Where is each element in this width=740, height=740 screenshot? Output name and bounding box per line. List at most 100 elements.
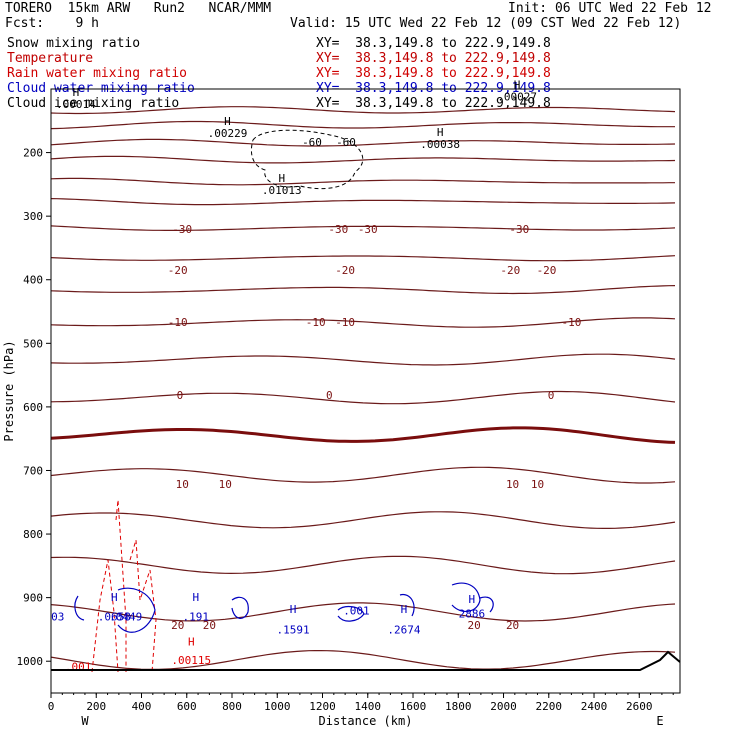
cloud-water-label: .001 xyxy=(343,604,370,617)
isotherm-line xyxy=(50,650,676,671)
ice-max-symbol: H xyxy=(437,126,444,139)
legend-snow: Snow mixing ratio xyxy=(7,36,141,51)
isotherm-line xyxy=(50,285,676,295)
isotherm-line xyxy=(50,602,676,622)
legend-rain-xy: XY= 38.3,149.8 to 222.9,149.8 xyxy=(316,66,551,81)
isotherm-label: -10 xyxy=(335,316,355,329)
end-label-east: E xyxy=(656,714,663,728)
cloud-water-label: 03 xyxy=(51,611,64,624)
rain-contour xyxy=(91,559,119,673)
x-tick-label: 1600 xyxy=(400,700,427,713)
x-tick-label: 1800 xyxy=(445,700,472,713)
isotherm-label: -10 xyxy=(561,316,581,329)
isotherm-label: -20 xyxy=(168,264,188,277)
header-model: TORERO 15km ARW Run2 NCAR/MMM xyxy=(5,1,272,16)
cloud-water-contour xyxy=(479,596,494,613)
isotherm-line xyxy=(50,426,676,444)
ice-contour-label: -60 xyxy=(302,136,322,149)
isotherm-line xyxy=(50,353,676,366)
isotherm-label: 10 xyxy=(176,478,189,491)
legend-temperature-xy: XY= 38.3,149.8 to 222.9,149.8 xyxy=(316,51,551,66)
cloud-water-label: .0658 xyxy=(98,611,131,624)
ice-max-label: .00027 xyxy=(497,91,537,104)
isotherm-label: 20 xyxy=(467,619,480,632)
isotherm-line xyxy=(50,120,675,130)
isotherm-line xyxy=(50,106,676,115)
isotherm-label: 20 xyxy=(171,619,184,632)
isotherm-line xyxy=(50,511,676,529)
ice-max-label: .00014 xyxy=(56,98,96,111)
isotherm-label: -20 xyxy=(537,264,557,277)
cloud-water-label: .191 xyxy=(183,611,210,624)
y-tick-label: 300 xyxy=(23,210,43,223)
x-tick-label: 600 xyxy=(177,700,197,713)
rain-contour xyxy=(129,539,157,673)
cloud-water-label: 2886 xyxy=(459,608,486,621)
x-tick-label: 0 xyxy=(48,700,55,713)
isotherm-label: -10 xyxy=(168,316,188,329)
isotherm-label: -20 xyxy=(500,264,520,277)
cloud-water-contour xyxy=(337,605,365,622)
cloud-water-max-symbol: H xyxy=(192,591,199,604)
cloud-water-max-symbol: H xyxy=(290,603,297,616)
header-fcst: Fcst: 9 h xyxy=(5,16,99,31)
cloud-water-max-symbol: H xyxy=(469,593,476,606)
isotherm-line xyxy=(50,317,676,328)
cloud-water-label: .1591 xyxy=(277,623,310,636)
x-tick-label: 2600 xyxy=(626,700,653,713)
isotherm-label: 0 xyxy=(326,389,333,402)
isotherm-label: -20 xyxy=(335,264,355,277)
isotherm-line xyxy=(50,177,675,186)
x-tick-label: 2200 xyxy=(536,700,563,713)
isotherm-label: 0 xyxy=(548,389,555,402)
isotherm-label: -30 xyxy=(172,223,192,236)
x-tick-label: 1400 xyxy=(355,700,382,713)
y-tick-label: 1000 xyxy=(17,655,44,668)
ice-contour-label: -60 xyxy=(336,136,356,149)
cloud-ice-contour xyxy=(251,129,364,190)
x-tick-label: 1000 xyxy=(264,700,291,713)
plot-frame xyxy=(50,88,681,694)
legend-rain: Rain water mixing ratio xyxy=(7,66,188,81)
ice-max-label: .01013 xyxy=(262,184,302,197)
ice-max-symbol: H xyxy=(514,79,521,92)
isotherm-label: 20 xyxy=(203,619,216,632)
cloud-water-contour xyxy=(399,593,415,617)
cloud-water-max-symbol: H xyxy=(111,591,118,604)
isotherm-line xyxy=(50,225,676,231)
y-tick-label: 500 xyxy=(23,337,43,350)
cloud-water-max-symbol: H xyxy=(401,603,408,616)
isotherm-line xyxy=(50,138,676,147)
x-axis-title: Distance (km) xyxy=(319,714,413,728)
cloud-water-contour xyxy=(231,596,249,619)
isotherm-label: 0 xyxy=(177,389,184,402)
isotherm-label: -30 xyxy=(509,223,529,236)
cloud-water-label: .2674 xyxy=(387,623,420,636)
isotherm-line xyxy=(50,390,676,405)
isotherm-label: 10 xyxy=(219,478,232,491)
x-tick-label: 200 xyxy=(86,700,106,713)
isotherm-label: -10 xyxy=(306,316,326,329)
isotherm-label: 10 xyxy=(531,478,544,491)
cloud-water-contour xyxy=(117,587,156,633)
cloud-water-contour xyxy=(451,582,481,613)
rain-max-symbol: H xyxy=(188,635,195,648)
isotherm-line xyxy=(50,255,676,262)
cloud-water-contour xyxy=(74,595,85,621)
ice-max-symbol: H xyxy=(278,172,285,185)
legend-cloud-ice: Cloud ice mixing ratio xyxy=(7,96,180,111)
y-tick-label: 700 xyxy=(23,464,43,477)
y-tick-label: 200 xyxy=(23,147,43,160)
ice-max-label: .00229 xyxy=(208,127,248,140)
rain-label: .00115 xyxy=(171,654,211,667)
x-tick-label: 2400 xyxy=(581,700,608,713)
isotherm-label: 20 xyxy=(506,619,519,632)
rain-contour xyxy=(115,499,127,672)
isotherm-line xyxy=(50,555,676,575)
y-tick-label: 800 xyxy=(23,528,43,541)
y-axis-title: Pressure (hPa) xyxy=(2,340,16,441)
y-tick-label: 400 xyxy=(23,274,43,287)
cloud-water-label: .0449 xyxy=(109,611,142,624)
ice-max-label: .00038 xyxy=(420,138,460,151)
